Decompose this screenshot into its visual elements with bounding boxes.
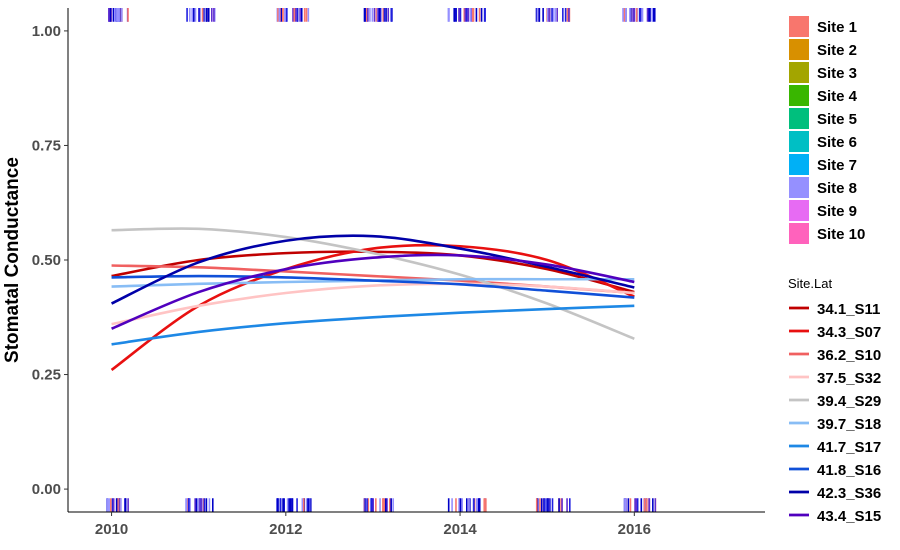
legend-label: Site 2 [817,42,857,59]
series-line-39.4_S29 [111,227,635,341]
rug-marks [106,8,657,512]
series-lines [110,227,635,372]
legend-label: Site 1 [817,19,857,36]
y-tick-label: 0.25 [32,367,61,384]
legend-label: 43.4_S15 [817,508,881,525]
legend-label: 39.4_S29 [817,393,881,410]
legend-label: Site 3 [817,65,857,82]
axes [67,8,765,513]
legend-label: 41.7_S17 [817,439,881,456]
legend-label: 34.1_S11 [817,301,880,318]
legend-label: 34.3_S07 [817,324,881,341]
series-line-43.4_S15 [111,253,635,330]
legend-swatch [789,108,809,129]
legend-label: 41.8_S16 [817,462,881,479]
legend-label: 39.7_S18 [817,416,881,433]
legend-swatch [789,131,809,152]
legend-label: 42.3_S36 [817,485,881,502]
y-tick-label: 0.00 [32,481,61,498]
y-axis-title: Stomatal Conductance [2,157,23,363]
x-tick-label: 2012 [269,521,302,538]
legend-swatch [789,223,809,244]
y-tick-label: 0.75 [32,137,61,154]
legend-label: 36.2_S10 [817,347,881,364]
legend-swatch [789,62,809,83]
legend-swatch [789,177,809,198]
series-line-41.8_S16 [111,274,635,299]
series-line-42.3_S36 [111,234,635,305]
series-line-34.1_S11 [111,250,635,294]
tick-labels: 0.00 0.25 0.50 0.75 1.00 2010 2012 2014 2016 [32,23,651,538]
site-lat-color-legend: Site.Lat 34.1_S11 34.3_S07 36.2_S10 37.5_S3… [788,276,881,525]
legend-label: 37.5_S32 [817,370,881,387]
legend-swatch [789,200,809,221]
series-line-41.7_S17 [111,304,635,346]
color-legend-title: Site.Lat [788,276,832,291]
legend-label: Site 6 [817,134,857,151]
site-fill-legend: Site 1 Site 2 Site 3 Site 4 Site 5 Site 6 Site… [789,16,865,244]
legend-label: Site 10 [817,226,865,243]
legend-label: Site 7 [817,157,857,174]
legend-swatch [789,39,809,60]
y-tick-label: 0.50 [32,252,61,269]
x-tick-label: 2014 [443,521,477,538]
series-line-37.5_S32 [111,282,635,326]
legend-swatch [789,16,809,37]
legend-label: Site 9 [817,203,857,220]
legend-swatch [789,85,809,106]
y-tick-label: 1.00 [32,23,61,40]
x-tick-label: 2016 [618,521,651,538]
legend-label: Site 5 [817,111,857,128]
x-tick-label: 2010 [95,521,128,538]
legend-swatch [789,154,809,175]
legend-label: Site 8 [817,180,857,197]
legend-label: Site 4 [817,88,858,105]
